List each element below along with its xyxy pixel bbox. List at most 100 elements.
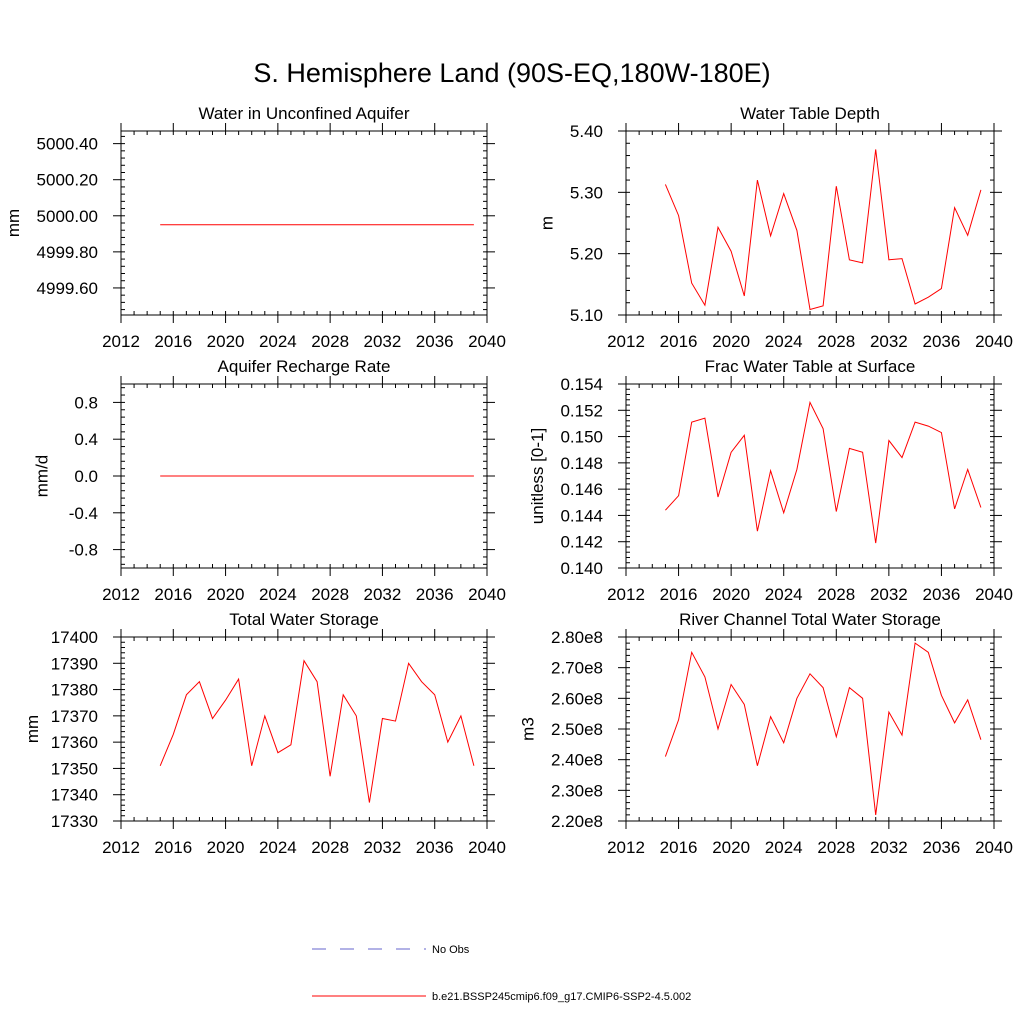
- x-tick-label: 2040: [975, 585, 1013, 604]
- chart-panel-3: Frac Water Table at Surface 2012 2016 2020 2…: [528, 357, 1013, 604]
- y-tick-label: 5000.40: [37, 135, 98, 154]
- x-tick-label: 2036: [923, 838, 961, 857]
- chart-panel-5: River Channel Total Water Storage 2012 201…: [518, 610, 1013, 857]
- y-tick-label: 0.4: [74, 430, 98, 449]
- x-tick-label: 2016: [660, 585, 698, 604]
- x-tick-label: 2012: [607, 332, 645, 351]
- legend: No Obs b.e21.BSSP245cmip6.f09_g17.CMIP6-…: [312, 944, 691, 1003]
- x-tick-label: 2032: [364, 838, 402, 857]
- y-tick-label: 5.10: [570, 306, 603, 325]
- x-tick-label: 2024: [259, 585, 297, 604]
- x-tick-label: 2028: [311, 585, 349, 604]
- y-tick-label: 0.142: [560, 533, 603, 552]
- series-line: [664, 642, 982, 815]
- x-tick-label: 2024: [259, 332, 297, 351]
- y-tick-label: -0.4: [69, 504, 98, 523]
- y-tick-label: 17380: [51, 681, 98, 700]
- legend-label-no-obs: No Obs: [432, 944, 470, 956]
- x-tick-label: 2020: [712, 838, 750, 857]
- x-tick-label: 2012: [102, 585, 140, 604]
- plot-frame: [120, 130, 488, 316]
- x-tick-label: 2012: [102, 332, 140, 351]
- x-tick-label: 2028: [817, 585, 855, 604]
- x-tick-label: 2024: [765, 332, 803, 351]
- x-tick-label: 2016: [660, 838, 698, 857]
- x-tick-label: 2024: [765, 838, 803, 857]
- y-tick-label: 2.70e8: [551, 659, 603, 678]
- y-tick-label: 5.40: [570, 122, 603, 141]
- x-tick-label: 2012: [607, 838, 645, 857]
- x-tick-label: 2040: [468, 585, 506, 604]
- y-tick-label: 0.148: [560, 454, 603, 473]
- y-tick-label: 17360: [51, 733, 98, 752]
- series-line: [159, 659, 475, 803]
- y-tick-label: 17400: [51, 628, 98, 647]
- y-tick-label: 2.20e8: [551, 812, 603, 831]
- y-tick-label: 2.60e8: [551, 689, 603, 708]
- y-tick-label: 17330: [51, 812, 98, 831]
- y-tick-label: -0.8: [69, 541, 98, 560]
- x-tick-label: 2036: [416, 585, 454, 604]
- y-tick-label: 17370: [51, 707, 98, 726]
- y-tick-label: 0.8: [74, 393, 98, 412]
- x-tick-label: 2032: [364, 585, 402, 604]
- series-line: [664, 149, 982, 311]
- x-tick-label: 2016: [154, 585, 192, 604]
- y-tick-label: 5000.20: [37, 171, 98, 190]
- legend-label-model-run: b.e21.BSSP245cmip6.f09_g17.CMIP6-SSP2-4.…: [432, 991, 691, 1003]
- y-axis-label: m3: [518, 717, 537, 741]
- y-tick-label: 0.146: [560, 480, 603, 499]
- x-tick-label: 2036: [416, 332, 454, 351]
- x-tick-label: 2028: [311, 838, 349, 857]
- x-tick-label: 2020: [207, 838, 245, 857]
- panel-title: Water in Unconfined Aquifer: [198, 104, 409, 123]
- x-tick-label: 2020: [712, 585, 750, 604]
- x-tick-label: 2020: [207, 585, 245, 604]
- x-tick-label: 2016: [154, 332, 192, 351]
- y-tick-label: 0.150: [560, 428, 603, 447]
- x-tick-label: 2032: [870, 585, 908, 604]
- y-axis-label: m: [538, 216, 557, 230]
- panel-title: Aquifer Recharge Rate: [218, 357, 391, 376]
- panel-title: Water Table Depth: [740, 104, 880, 123]
- chart-panel-1: Water Table Depth 2012 2016 2020 2024 2028 203…: [538, 104, 1013, 351]
- panel-title: Total Water Storage: [229, 610, 379, 629]
- x-tick-label: 2024: [259, 838, 297, 857]
- panel-title: Frac Water Table at Surface: [705, 357, 916, 376]
- y-tick-label: 0.140: [560, 559, 603, 578]
- y-tick-label: 2.50e8: [551, 720, 603, 739]
- chart-panel-2: Aquifer Recharge Rate 2012 2016 2020 2024 202…: [33, 357, 506, 604]
- x-tick-label: 2024: [765, 585, 803, 604]
- chart-panel-4: Total Water Storage 2012 2016 2020 2024 2028 2…: [23, 610, 506, 857]
- panel-title: River Channel Total Water Storage: [679, 610, 941, 629]
- x-tick-label: 2032: [870, 838, 908, 857]
- y-tick-label: 2.80e8: [551, 628, 603, 647]
- x-tick-label: 2028: [311, 332, 349, 351]
- x-tick-label: 2040: [468, 332, 506, 351]
- plot-frame: [625, 130, 995, 316]
- x-tick-label: 2040: [975, 332, 1013, 351]
- x-tick-label: 2012: [607, 585, 645, 604]
- y-tick-label: 5.20: [570, 245, 603, 264]
- y-tick-label: 0.144: [560, 506, 603, 525]
- y-tick-label: 2.30e8: [551, 781, 603, 800]
- y-tick-label: 17340: [51, 786, 98, 805]
- x-tick-label: 2028: [817, 838, 855, 857]
- plot-frame: [625, 383, 995, 569]
- x-tick-label: 2020: [207, 332, 245, 351]
- y-tick-label: 0.0: [74, 467, 98, 486]
- x-tick-label: 2032: [364, 332, 402, 351]
- x-tick-label: 2020: [712, 332, 750, 351]
- series-line: [665, 400, 982, 544]
- y-tick-label: 0.154: [560, 375, 603, 394]
- y-tick-label: 5.30: [570, 183, 603, 202]
- y-tick-label: 17390: [51, 654, 98, 673]
- x-tick-label: 2036: [923, 332, 961, 351]
- figure-title: S. Hemisphere Land (90S-EQ,180W-180E): [253, 58, 770, 88]
- y-axis-label: unitless [0-1]: [528, 428, 547, 524]
- y-tick-label: 5000.00: [37, 207, 98, 226]
- x-tick-label: 2040: [468, 838, 506, 857]
- y-axis-label: mm/d: [33, 455, 52, 498]
- y-tick-label: 0.152: [560, 401, 603, 420]
